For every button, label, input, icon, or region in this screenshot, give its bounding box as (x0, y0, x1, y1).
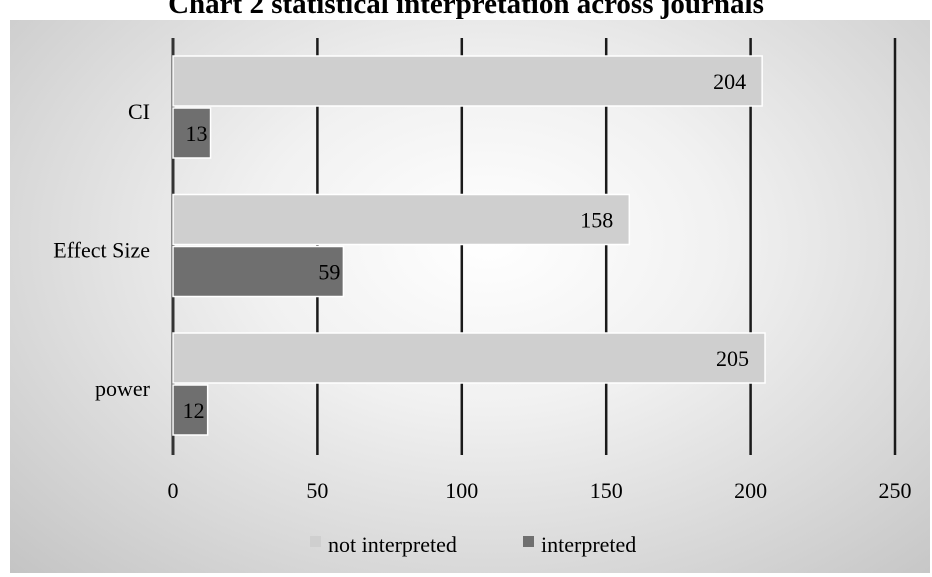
legend-swatch (310, 536, 321, 547)
category-label: Effect Size (53, 238, 150, 263)
legend-label: interpreted (541, 532, 636, 557)
data-label: 13 (186, 121, 208, 146)
x-tick-label: 50 (306, 478, 328, 503)
chart-background (10, 20, 930, 573)
bar (172, 332, 766, 384)
chart-title: Chart 2 statistical interpretation acros… (168, 0, 764, 20)
data-label: 205 (716, 346, 749, 371)
x-tick-label: 250 (879, 478, 912, 503)
bar (172, 193, 631, 246)
bar (172, 245, 345, 298)
data-label: 158 (580, 208, 613, 233)
x-tick-label: 200 (734, 478, 767, 503)
data-label: 12 (183, 398, 205, 423)
bar (172, 384, 209, 436)
bar (172, 107, 212, 159)
legend-label: not interpreted (328, 532, 457, 557)
data-label: 204 (713, 69, 746, 94)
x-tick-label: 150 (590, 478, 623, 503)
category-label: power (95, 376, 151, 401)
data-label: 59 (318, 260, 340, 285)
x-tick-label: 100 (445, 478, 478, 503)
bar (172, 55, 763, 107)
legend-swatch (523, 536, 534, 547)
category-label: CI (128, 99, 150, 124)
x-tick-label: 0 (168, 478, 179, 503)
